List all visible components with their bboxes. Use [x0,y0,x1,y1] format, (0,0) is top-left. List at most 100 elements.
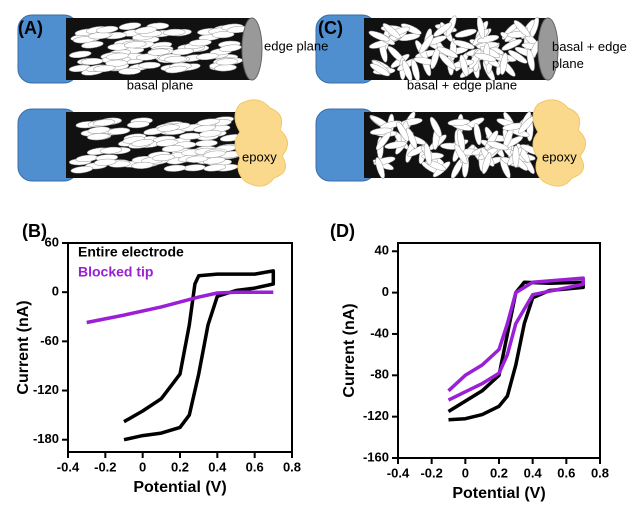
flake [197,118,220,126]
flake [369,63,390,77]
cv-curve [447,276,585,402]
legend-entry: Blocked tip [78,264,153,280]
flake [501,38,523,51]
y-tick-label: -80 [370,367,389,382]
flake [106,52,129,60]
flake [453,39,475,50]
flake [476,16,485,39]
flake [189,39,212,47]
flake [368,30,390,42]
flake [80,58,104,66]
y-tick-label: -180 [33,431,59,446]
end-label: basal + edge plane [552,39,627,71]
flake [164,55,187,63]
x-tick-label: -0.2 [420,465,442,480]
flake [165,65,188,74]
flake [107,127,131,135]
flake [419,34,434,54]
end-face [537,17,559,81]
flake [134,26,157,34]
x-tick-label: 0 [462,465,469,480]
panel-label: (D) [330,221,355,241]
flake [499,52,508,75]
flake [459,54,469,77]
y-tick-label: 0 [52,284,59,299]
end-label: edge plane [264,38,328,53]
flake [95,25,119,34]
y-tick-label: -120 [363,408,389,423]
x-tick-label: 0.4 [524,465,543,480]
flake [185,155,209,163]
epoxy-blob [532,99,586,187]
epoxy-label: epoxy [242,149,277,164]
x-tick-label: 0.2 [490,465,508,480]
flake [375,157,385,179]
y-axis-label: Current (nA) [341,303,358,397]
flake [474,52,497,62]
flake [454,144,468,165]
flake [526,48,535,72]
flake [437,46,458,58]
flake [131,139,154,147]
cv-curve [86,290,274,325]
flake [171,47,195,56]
flake [93,64,116,73]
flake [195,139,218,147]
flake [147,48,170,56]
y-tick-label: 0 [382,284,389,299]
schematics [17,14,586,187]
y-axis-label: Current (nA) [15,300,32,394]
flake [423,143,432,166]
x-tick-label: -0.4 [57,459,80,474]
x-tick-label: 0 [139,459,146,474]
flake [402,59,413,82]
flake [438,53,456,70]
flake [219,44,242,52]
flake [375,131,391,151]
flake [161,145,185,153]
panel-label: (B) [22,221,47,241]
flake [118,22,142,30]
flake [384,141,407,149]
x-axis-label: Potential (V) [452,485,545,502]
flake [211,31,235,39]
flake [203,164,227,172]
flake [454,28,477,38]
flake [369,127,393,136]
legend-entry: Entire electrode [78,244,184,260]
flake [138,61,161,69]
flake [127,121,150,129]
end-label-box: basal + edge plane [552,39,627,71]
flake [199,130,222,138]
flake [513,20,531,37]
flake [476,34,500,44]
flake [157,124,180,132]
flake [473,122,482,146]
flake [429,116,442,138]
flake [196,52,219,61]
x-tick-label: 0.2 [171,459,189,474]
flake [152,153,175,162]
cv-curve [123,269,276,442]
y-tick-label: -60 [40,333,59,348]
x-tick-label: 0.8 [283,459,301,474]
flake [508,50,528,64]
flake [447,118,471,126]
side-label: basal + edge plane [407,77,517,92]
cv-curve [447,280,585,422]
flake [215,58,239,66]
panel-label: (C) [318,18,343,38]
x-tick-label: -0.2 [94,459,116,474]
epoxy-blob [234,99,288,187]
flake [163,164,187,172]
y-tick-label: -120 [33,382,59,397]
x-tick-label: 0.4 [208,459,227,474]
flake [382,23,401,39]
y-tick-label: 60 [45,234,59,249]
flake [512,145,520,168]
x-tick-label: 0.6 [557,465,575,480]
plot-frame [67,242,293,453]
epoxy-label: epoxy [542,149,577,164]
panel-label: (A) [18,18,43,38]
flake [118,67,141,75]
